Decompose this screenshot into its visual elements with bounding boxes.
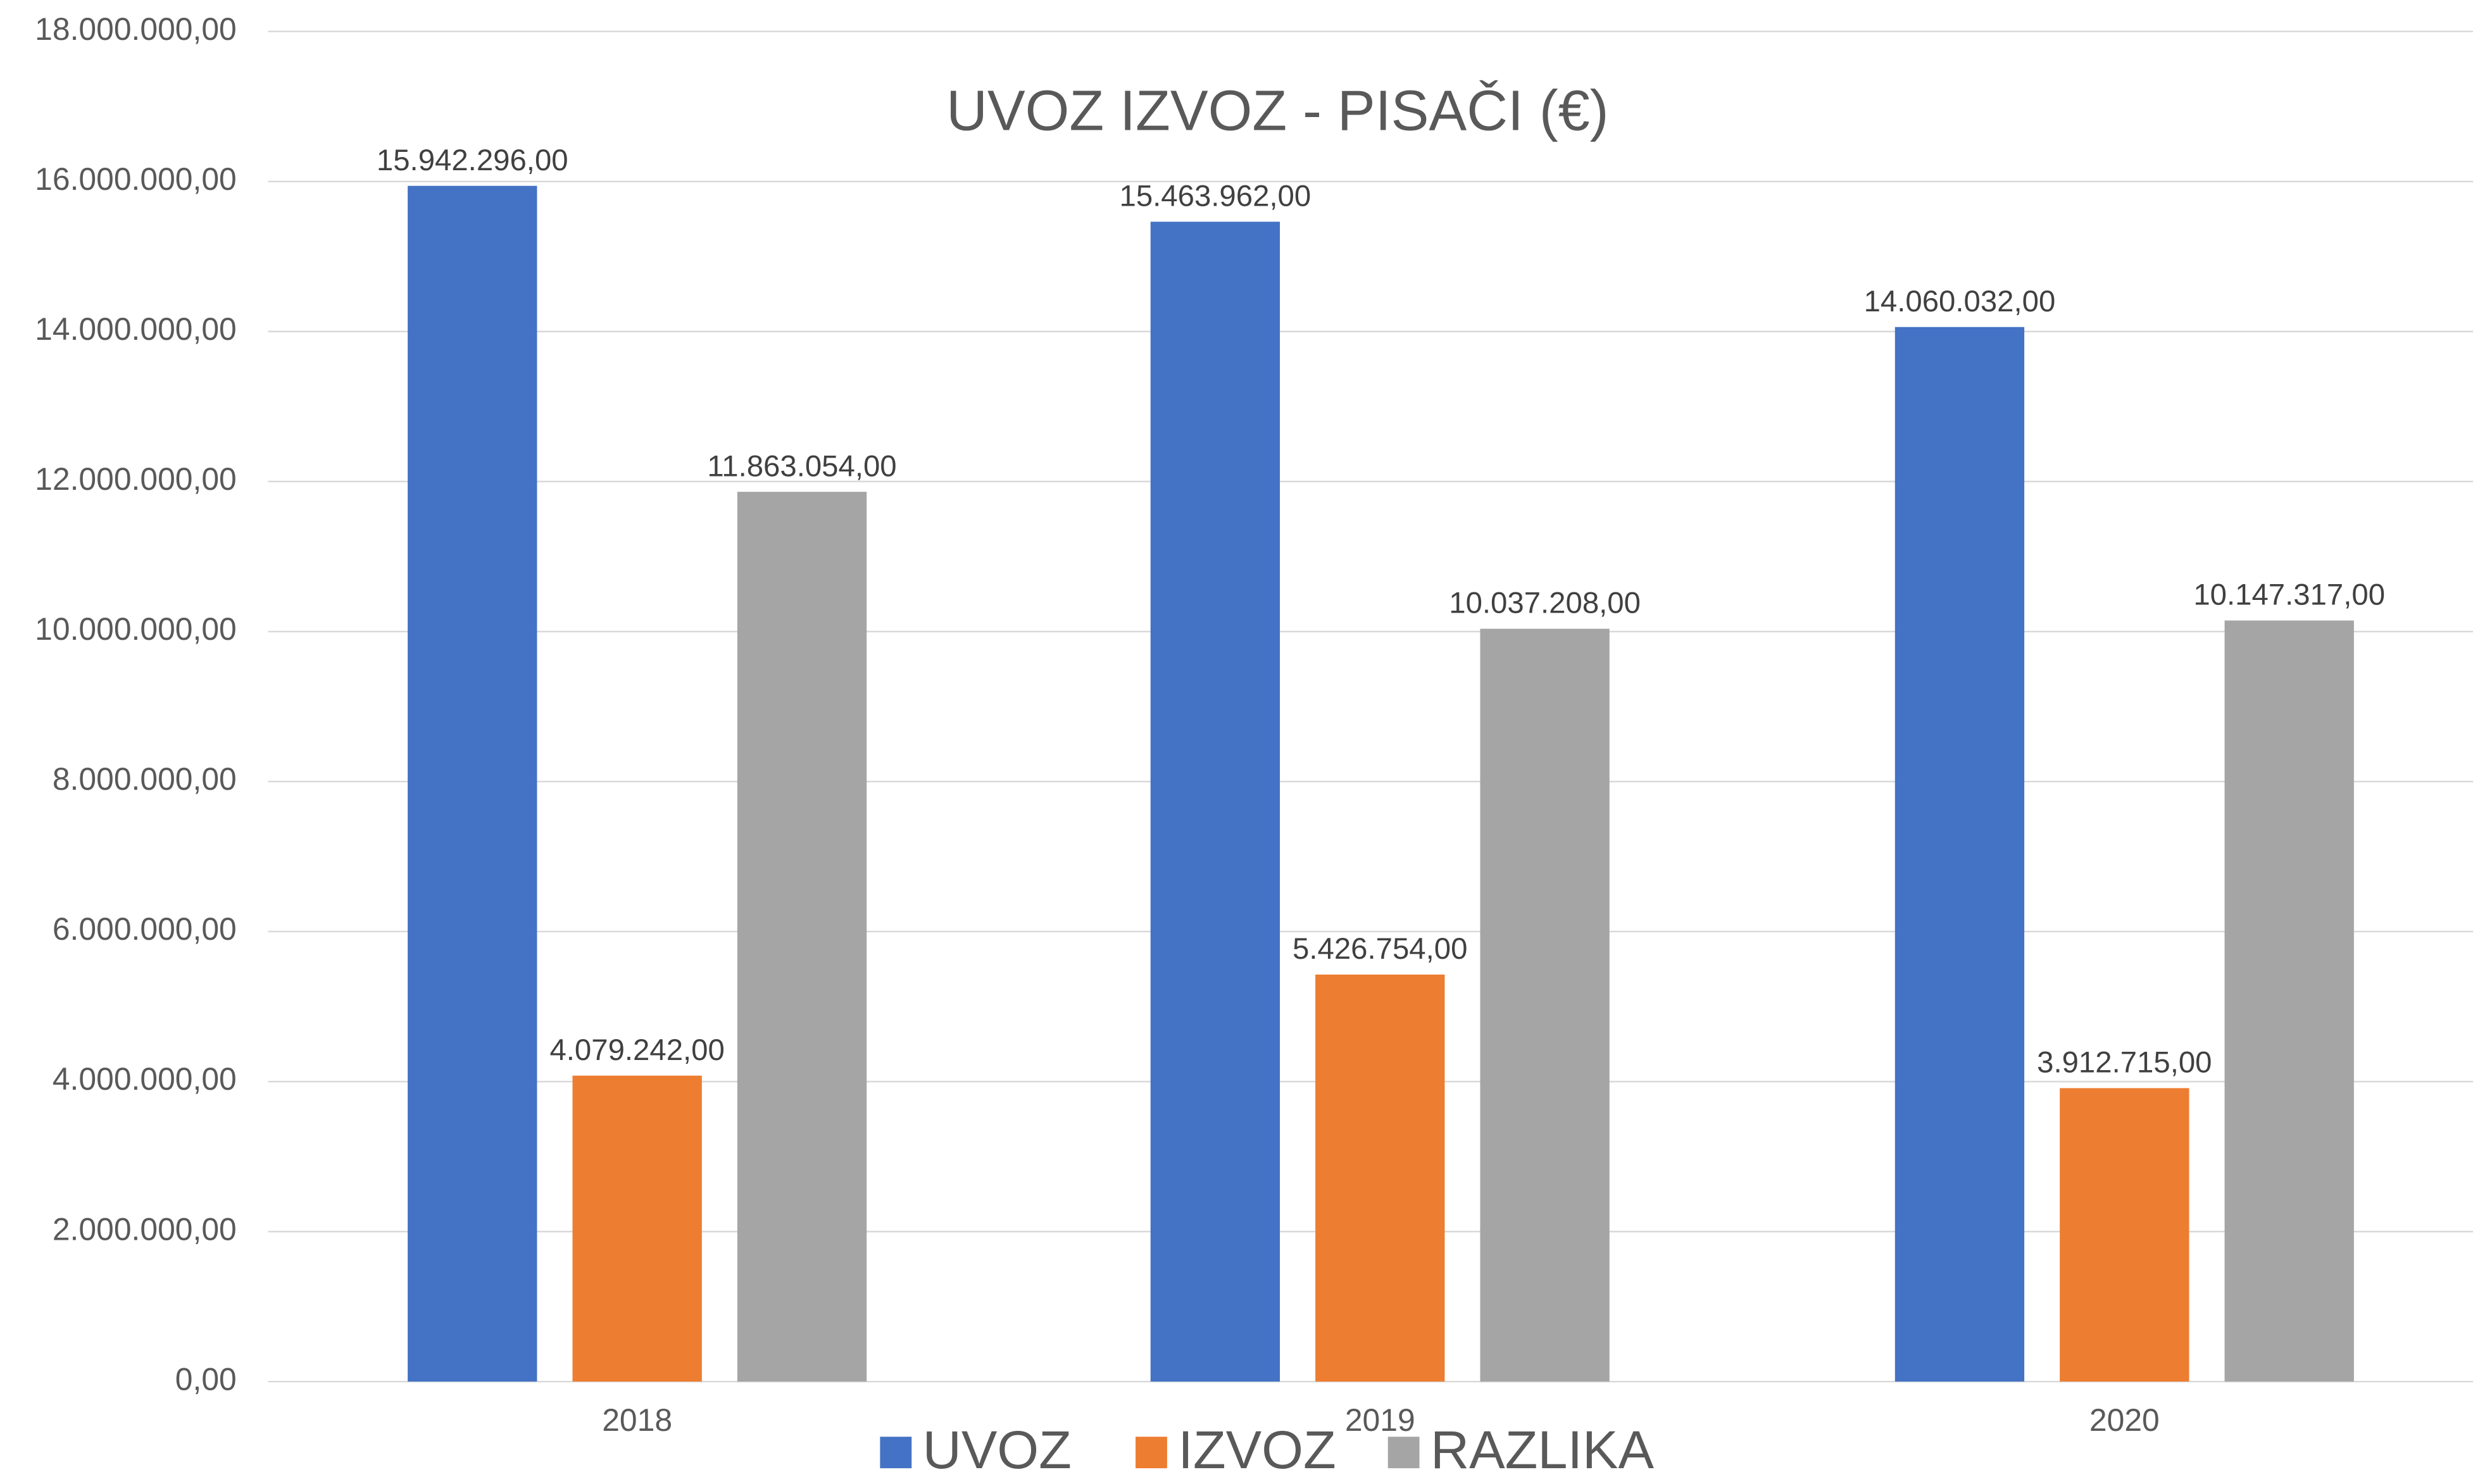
legend-swatch [1136, 1437, 1167, 1469]
bar [408, 185, 537, 1382]
legend-label: UVOZ [923, 1419, 1072, 1480]
y-tick-label: 8.000.000,00 [53, 761, 237, 797]
y-tick-label: 18.000.000,00 [35, 11, 237, 47]
y-tick-label: 12.000.000,00 [35, 461, 237, 497]
data-label: 15.942.296,00 [377, 144, 568, 177]
y-tick-label: 6.000.000,00 [53, 911, 237, 947]
bar [2060, 1088, 2189, 1382]
bar [1894, 327, 2025, 1382]
y-tick-label: 10.000.000,00 [35, 611, 237, 647]
data-label: 10.037.208,00 [1449, 587, 1641, 620]
bar [2224, 620, 2354, 1382]
y-tick-label: 14.000.000,00 [35, 311, 237, 347]
legend-label: IZVOZ [1178, 1419, 1336, 1480]
bar [572, 1075, 702, 1382]
y-tick-label: 0,00 [175, 1361, 237, 1397]
bar [737, 492, 867, 1382]
y-tick-label: 16.000.000,00 [35, 161, 237, 197]
legend-label: RAZLIKA [1431, 1419, 1655, 1480]
x-tick-label: 2020 [2089, 1402, 2160, 1438]
bar [1150, 221, 1280, 1382]
chart-title: UVOZ IZVOZ - PISAČI (€) [946, 78, 1608, 142]
data-label: 14.060.032,00 [1864, 285, 2056, 318]
data-label: 10.147.317,00 [2193, 578, 2385, 612]
x-tick-label: 2019 [1345, 1402, 1415, 1438]
y-tick-label: 2.000.000,00 [53, 1211, 237, 1247]
legend-swatch [880, 1437, 912, 1469]
data-label: 4.079.242,00 [549, 1033, 724, 1067]
y-tick-label: 4.000.000,00 [53, 1061, 237, 1097]
legend-swatch [1387, 1437, 1420, 1469]
data-label: 5.426.754,00 [1293, 932, 1467, 966]
data-label: 15.463.962,00 [1120, 180, 1312, 213]
data-label: 11.863.054,00 [707, 449, 896, 483]
x-tick-label: 2018 [602, 1402, 672, 1438]
bar [1480, 628, 1610, 1382]
bar [1315, 974, 1445, 1382]
data-label: 3.912.715,00 [2037, 1046, 2212, 1080]
